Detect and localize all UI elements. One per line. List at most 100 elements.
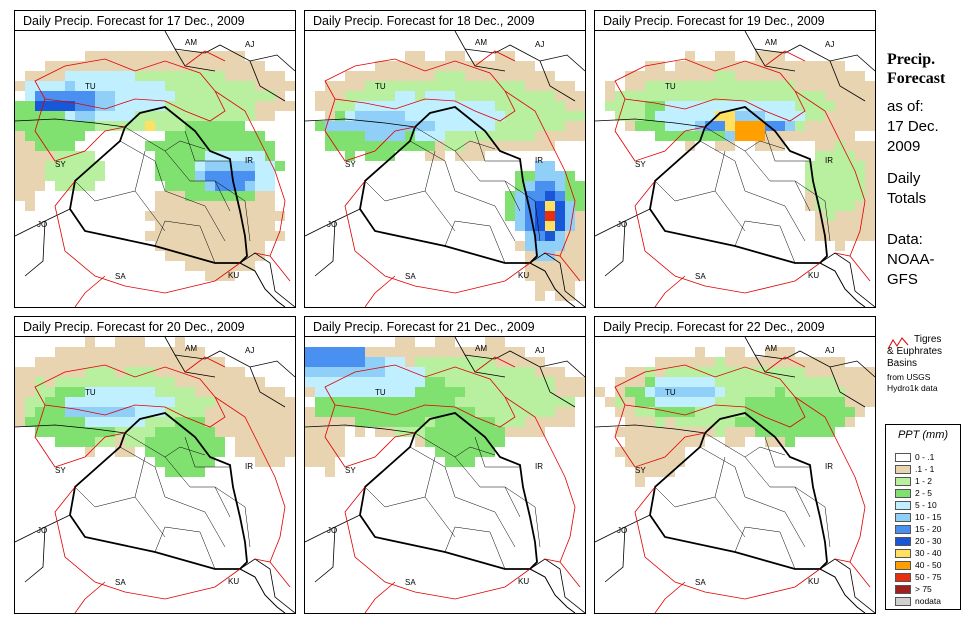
iraq-border (359, 106, 538, 264)
basin-legend-line5: Hydro1k data (887, 383, 938, 393)
country-label-ku: KU (518, 271, 529, 280)
basin-line-icon (887, 337, 909, 350)
legend-label: > 75 (915, 584, 932, 594)
precip-field (605, 51, 875, 251)
country-label-ir: IR (245, 156, 253, 165)
legend-label: 50 - 75 (915, 572, 942, 582)
sidebar-title: Precip. Forecast (887, 50, 945, 88)
country-label-ir: IR (535, 156, 543, 165)
iraq-border (649, 412, 828, 570)
country-label-tu: TU (85, 82, 96, 91)
country-label-jo: JO (617, 220, 627, 229)
map-canvas: AM AJ TU SY IR JO SA KU (15, 337, 295, 613)
legend-swatch (895, 537, 911, 546)
precip-field (305, 337, 585, 477)
country-label-aj: AJ (245, 40, 254, 49)
legend-swatch (895, 597, 911, 606)
basin-outline (324, 50, 581, 307)
country-label-ku: KU (808, 577, 819, 586)
country-label-tu: TU (85, 388, 96, 397)
map-canvas: AM AJ TU SY IR JO SA KU (595, 31, 875, 307)
coastline (529, 262, 576, 307)
country-label-sa: SA (115, 578, 126, 587)
as-of-year: 2009 (887, 138, 921, 155)
coastline (819, 262, 866, 307)
legend-swatch (895, 525, 911, 534)
map-panel-2: Daily Precip. Forecast for 18 Dec., 2009… (304, 10, 586, 308)
legend-label: .1 - 1 (915, 464, 935, 474)
country-label-ir: IR (245, 462, 253, 471)
precip-map: AM AJ TU SY IR JO SA KU (305, 31, 585, 307)
country-label-aj: AJ (245, 346, 254, 355)
panel-title: Daily Precip. Forecast for 22 Dec., 2009 (595, 317, 875, 337)
country-label-jo: JO (327, 220, 337, 229)
country-label-ir: IR (825, 462, 833, 471)
country-label-tu: TU (375, 388, 386, 397)
country-label-aj: AJ (535, 346, 544, 355)
sidebar-title-line2: Forecast (887, 70, 946, 87)
precip-map: AM AJ TU SY IR JO SA KU (305, 337, 585, 613)
country-label-sy: SY (55, 160, 66, 169)
legend-swatch (895, 501, 911, 510)
legend-label: 2 - 5 (915, 488, 933, 498)
legend-label: 5 - 10 (915, 500, 937, 510)
country-label-jo: JO (37, 526, 47, 535)
country-label-am: AM (185, 38, 197, 47)
legend-label: 0 - .1 (915, 452, 935, 462)
country-label-am: AM (475, 344, 487, 353)
data-source-block: Data: NOAA- GFS (887, 230, 935, 290)
country-label-sy: SY (635, 466, 646, 475)
iraq-border (359, 412, 538, 570)
as-of-date: 17 Dec. (887, 118, 939, 135)
country-label-tu: TU (665, 82, 676, 91)
iraq-border (649, 106, 828, 264)
basin-legend-line2: & Euphrates (887, 346, 943, 357)
legend-swatch (895, 585, 911, 594)
legend-swatch (895, 561, 911, 570)
panel-title: Daily Precip. Forecast for 18 Dec., 2009 (305, 11, 585, 31)
legend-label: nodata (915, 596, 941, 606)
basin-outline (614, 50, 871, 307)
data-source-line1: NOAA- (887, 251, 935, 268)
country-label-aj: AJ (825, 346, 834, 355)
as-of-label: as of: (887, 98, 924, 115)
map-panel-6: Daily Precip. Forecast for 22 Dec., 2009… (594, 316, 876, 614)
coastline (819, 568, 866, 613)
country-label-ir: IR (825, 156, 833, 165)
precip-map: AM AJ TU SY IR JO SA KU (595, 337, 875, 613)
as-of-block: as of: 17 Dec. 2009 (887, 97, 939, 157)
basin-outline (34, 356, 291, 613)
country-label-ku: KU (228, 271, 239, 280)
basin-legend-line1: Tigres (914, 334, 942, 345)
country-label-sy: SY (55, 466, 66, 475)
data-source-line2: GFS (887, 271, 918, 288)
map-panel-3: Daily Precip. Forecast for 19 Dec., 2009… (594, 10, 876, 308)
iraq-border (69, 412, 248, 570)
panel-title: Daily Precip. Forecast for 19 Dec., 2009 (595, 11, 875, 31)
country-label-ir: IR (535, 462, 543, 471)
basin-outline (614, 356, 871, 613)
country-label-jo: JO (617, 526, 627, 535)
daily-label: Daily (887, 170, 921, 187)
legend-label: 30 - 40 (915, 548, 942, 558)
country-label-sy: SY (635, 160, 646, 169)
province-boundaries (364, 432, 541, 570)
basin-legend-line4: from USGS (887, 372, 931, 382)
country-label-sa: SA (115, 272, 126, 281)
basin-outline (34, 50, 291, 307)
totals-label: Totals (887, 190, 927, 207)
iraq-border (69, 106, 248, 264)
daily-totals-block: Daily Totals (887, 169, 926, 209)
country-label-ku: KU (808, 271, 819, 280)
map-canvas: AM AJ TU SY IR JO SA KU (595, 337, 875, 613)
province-boundaries (654, 432, 831, 570)
country-label-jo: JO (327, 526, 337, 535)
country-label-sa: SA (405, 272, 416, 281)
legend-swatch (895, 477, 911, 486)
legend-swatch (895, 453, 911, 462)
ppt-legend: PPT (mm) 0 - .1 .1 - 1 1 - 2 2 - 5 5 - 10 10 … (885, 424, 961, 610)
map-canvas: AM AJ TU SY IR JO SA KU (305, 31, 585, 307)
sidebar-title-line1: Precip. (887, 51, 936, 68)
precip-map: AM AJ TU SY IR JO SA KU (15, 337, 295, 613)
country-label-aj: AJ (825, 40, 834, 49)
